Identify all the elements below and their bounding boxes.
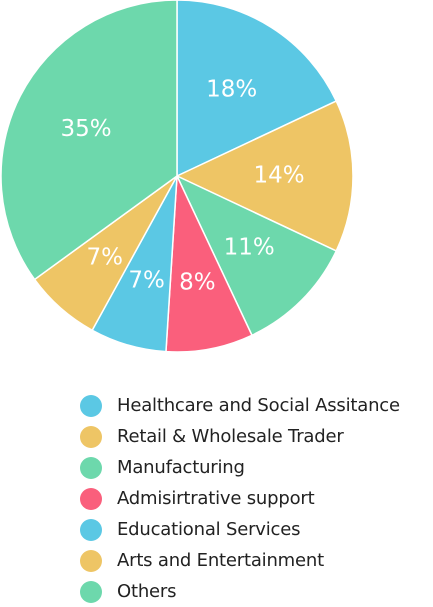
legend-item: Admisirtrative support (80, 483, 433, 514)
legend-swatch (80, 518, 102, 541)
legend-item: Others (80, 576, 433, 607)
pie-slice-2 (175, 100, 354, 252)
legend-item: Educational Services (80, 514, 433, 545)
legend-label: Retail & Wholesale Trader (117, 426, 344, 447)
slice-value-label-2: 14% (254, 163, 305, 189)
legend-label: Arts and Entertainment (117, 550, 324, 571)
slice-value-label-6: 7% (87, 244, 124, 270)
legend-label: Others (117, 581, 177, 602)
legend-swatch (80, 549, 102, 572)
slice-value-label-1: 18% (206, 76, 257, 102)
pie-slice-3 (175, 174, 338, 337)
slice-value-label-7: 35% (60, 116, 111, 142)
legend-item: Retail & Wholesale Trader (80, 421, 433, 452)
pie-slice-1 (176, 0, 338, 178)
legend-label: Educational Services (117, 519, 301, 540)
slice-value-label-4: 8% (179, 270, 216, 296)
legend-swatch (80, 425, 102, 448)
legend-item: Arts and Entertainment (80, 545, 433, 576)
legend-item: Manufacturing (80, 452, 433, 483)
legend-label: Healthcare and Social Assitance (117, 395, 400, 416)
legend-item: Healthcare and Social Assitance (80, 390, 433, 421)
pie-chart: 18% 14% 11% 8% 7%7% 35% (0, 0, 354, 353)
slice-value-label-3: 11% (224, 235, 275, 261)
legend-label: Manufacturing (117, 457, 245, 478)
legend-label: Admisirtrative support (117, 488, 315, 509)
pie-slices (0, 0, 354, 353)
legend: Healthcare and Social Assitance Retail & … (80, 390, 433, 607)
pie-slice-7 (0, 0, 178, 281)
legend-swatch (80, 580, 102, 603)
slice-value-label-5: 7% (128, 267, 165, 293)
pie-slice-labels: 18% 14% 11% 8% 7%7% 35% (60, 76, 304, 295)
pie-slice-4 (165, 175, 253, 353)
legend-swatch (80, 456, 102, 479)
legend-swatch (80, 487, 102, 510)
legend-swatch (80, 394, 102, 417)
